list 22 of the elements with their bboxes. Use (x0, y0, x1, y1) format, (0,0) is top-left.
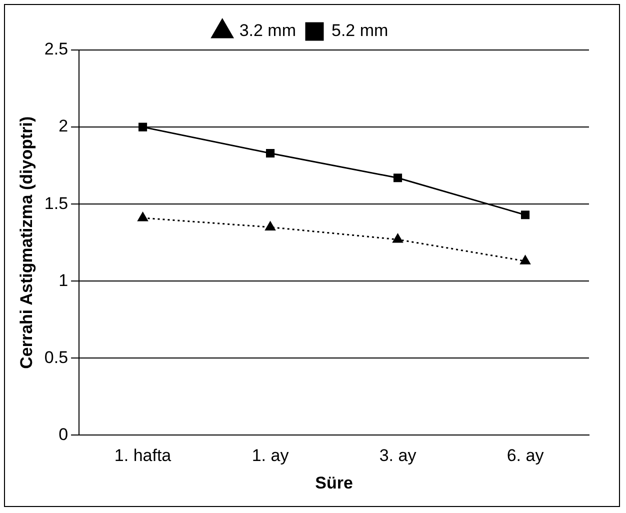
y-tick-label: 0.5 (44, 348, 68, 367)
point (138, 212, 148, 222)
point (266, 148, 275, 158)
point (520, 210, 530, 220)
point (392, 234, 403, 243)
y-tick-label: 0 (58, 424, 68, 444)
y-tick-label: 2 (58, 116, 68, 136)
x-tick-label: 1. hafta (114, 446, 172, 466)
x-tick-label: 3. ay (379, 446, 417, 466)
point (265, 221, 276, 230)
x-tick-label: 1. ay (252, 446, 290, 466)
x-axis-title: Süre (315, 473, 353, 492)
point (138, 122, 148, 132)
x-tick-label: 6. ay (506, 446, 544, 466)
point (520, 255, 530, 264)
legend-label: 5.2 mm (332, 21, 388, 40)
y-axis-title: Cerrahi Astigmatizma (diyoptri) (16, 116, 36, 369)
y-tick-label: 1 (58, 270, 68, 290)
point (393, 174, 402, 182)
y-tick-label: 1.5 (44, 194, 68, 213)
y-tick-label: 2.5 (44, 40, 68, 59)
legend-label: 3.2 mm (239, 21, 296, 40)
